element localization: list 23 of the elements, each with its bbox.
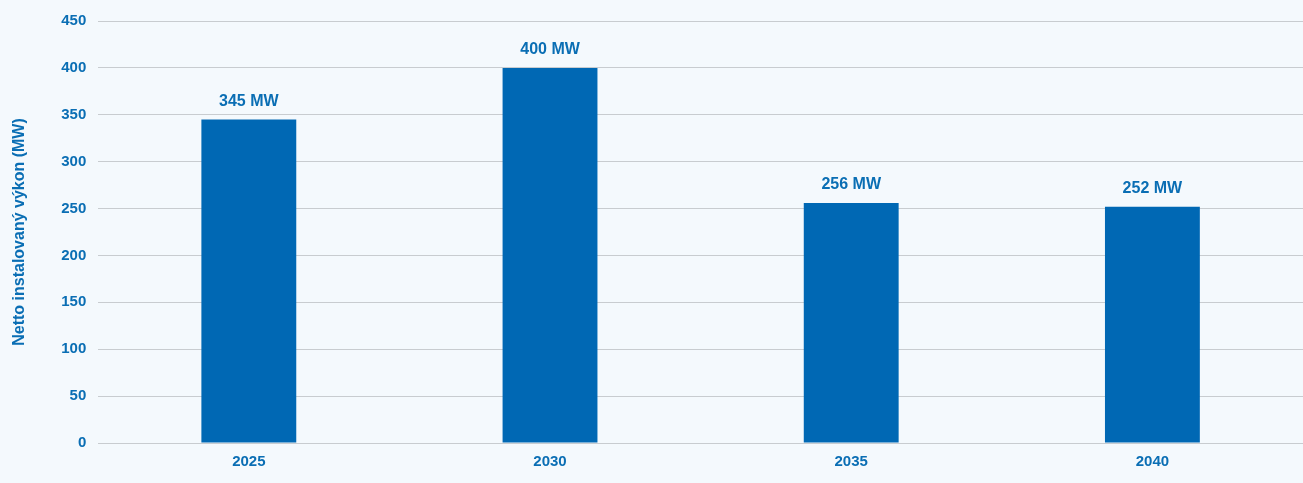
y-tick-label: 150	[61, 292, 87, 310]
y-tick-label: 400	[61, 58, 87, 76]
y-axis-title: Netto instalovaný výkon (MW)	[10, 118, 28, 346]
x-tick-label: 2035	[834, 452, 868, 470]
data-label: 256 MW	[821, 175, 882, 193]
bar	[1104, 206, 1200, 443]
x-tick-label: 2025	[232, 452, 266, 470]
x-tick-label: 2030	[533, 452, 567, 470]
y-tick-label: 200	[61, 245, 87, 263]
y-tick-label: 100	[61, 339, 87, 357]
y-tick-label: 300	[61, 151, 87, 169]
data-label: 252 MW	[1122, 179, 1184, 197]
y-tick-label: 0	[77, 433, 87, 451]
bar	[201, 119, 297, 443]
bar	[502, 67, 598, 443]
y-tick-label: 50	[69, 386, 87, 404]
y-tick-label: 250	[61, 198, 87, 216]
y-tick-label: 450	[61, 11, 87, 29]
y-tick-label: 350	[61, 104, 87, 122]
data-label: 400 MW	[520, 40, 581, 58]
data-label: 345 MW	[219, 91, 280, 109]
x-tick-label: 2040	[1135, 452, 1170, 470]
bar	[803, 202, 899, 443]
